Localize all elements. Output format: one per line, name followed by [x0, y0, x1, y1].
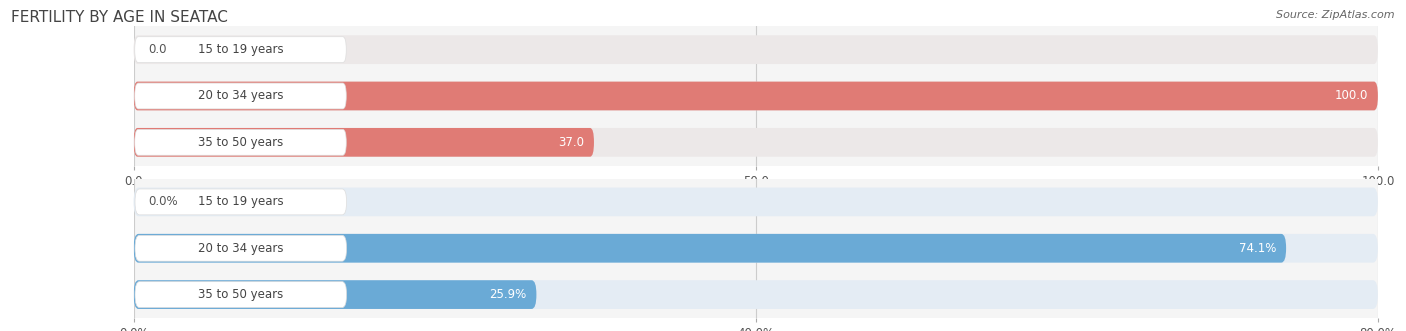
Text: 35 to 50 years: 35 to 50 years [198, 288, 284, 301]
FancyBboxPatch shape [134, 35, 1378, 64]
Text: Source: ZipAtlas.com: Source: ZipAtlas.com [1277, 10, 1395, 20]
FancyBboxPatch shape [134, 82, 1378, 110]
FancyBboxPatch shape [134, 280, 537, 309]
FancyBboxPatch shape [134, 280, 1378, 309]
Text: 0.0: 0.0 [149, 43, 167, 56]
Text: 25.9%: 25.9% [489, 288, 526, 301]
FancyBboxPatch shape [135, 189, 346, 215]
FancyBboxPatch shape [135, 83, 346, 109]
Text: 35 to 50 years: 35 to 50 years [198, 136, 283, 149]
Text: FERTILITY BY AGE IN SEATAC: FERTILITY BY AGE IN SEATAC [11, 10, 228, 25]
FancyBboxPatch shape [135, 129, 346, 155]
Text: 100.0: 100.0 [1334, 89, 1368, 103]
FancyBboxPatch shape [135, 235, 346, 261]
Text: 20 to 34 years: 20 to 34 years [198, 89, 283, 103]
Text: 74.1%: 74.1% [1239, 242, 1277, 255]
FancyBboxPatch shape [134, 234, 1378, 262]
FancyBboxPatch shape [135, 37, 346, 63]
Text: 15 to 19 years: 15 to 19 years [198, 195, 284, 209]
FancyBboxPatch shape [134, 128, 593, 157]
FancyBboxPatch shape [135, 282, 346, 307]
Text: 0.0%: 0.0% [149, 195, 179, 209]
FancyBboxPatch shape [134, 234, 1286, 262]
FancyBboxPatch shape [134, 82, 1378, 110]
FancyBboxPatch shape [134, 128, 1378, 157]
Text: 37.0: 37.0 [558, 136, 583, 149]
Text: 20 to 34 years: 20 to 34 years [198, 242, 284, 255]
Text: 15 to 19 years: 15 to 19 years [198, 43, 283, 56]
FancyBboxPatch shape [134, 188, 1378, 216]
